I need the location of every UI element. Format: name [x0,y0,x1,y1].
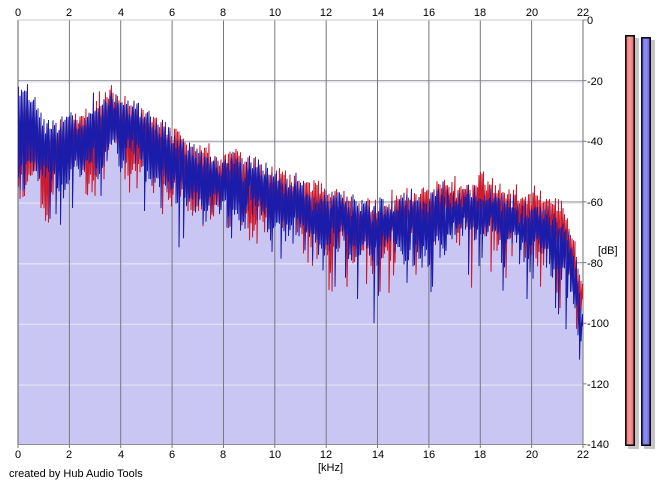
svg-text:2: 2 [66,7,72,19]
svg-text:16: 16 [423,449,435,461]
svg-text:-80: -80 [587,258,603,270]
svg-text:16: 16 [423,7,435,19]
svg-text:-120: -120 [587,379,609,391]
svg-text:-140: -140 [587,439,609,451]
svg-text:4: 4 [118,7,124,19]
svg-text:20: 20 [526,449,538,461]
svg-text:0: 0 [15,449,21,461]
svg-text:2: 2 [66,449,72,461]
svg-text:-40: -40 [587,136,603,148]
svg-text:18: 18 [474,7,486,19]
svg-text:22: 22 [577,449,589,461]
svg-text:18: 18 [474,449,486,461]
svg-text:[dB]: [dB] [598,245,618,257]
svg-text:0: 0 [587,15,593,27]
svg-text:-60: -60 [587,197,603,209]
svg-text:8: 8 [220,449,226,461]
svg-text:20: 20 [526,7,538,19]
svg-text:12: 12 [320,7,332,19]
svg-text:14: 14 [372,449,384,461]
svg-text:4: 4 [118,449,124,461]
svg-text:-100: -100 [587,318,609,330]
svg-text:[kHz]: [kHz] [318,462,343,474]
svg-text:10: 10 [269,449,281,461]
svg-text:12: 12 [320,449,332,461]
svg-text:-20: -20 [587,76,603,88]
svg-text:10: 10 [269,7,281,19]
svg-text:22: 22 [577,7,589,19]
svg-text:6: 6 [169,449,175,461]
svg-text:0: 0 [15,7,21,19]
svg-text:6: 6 [169,7,175,19]
svg-text:8: 8 [220,7,226,19]
svg-text:14: 14 [372,7,384,19]
svg-text:created by Hub Audio Tools: created by Hub Audio Tools [9,468,143,480]
